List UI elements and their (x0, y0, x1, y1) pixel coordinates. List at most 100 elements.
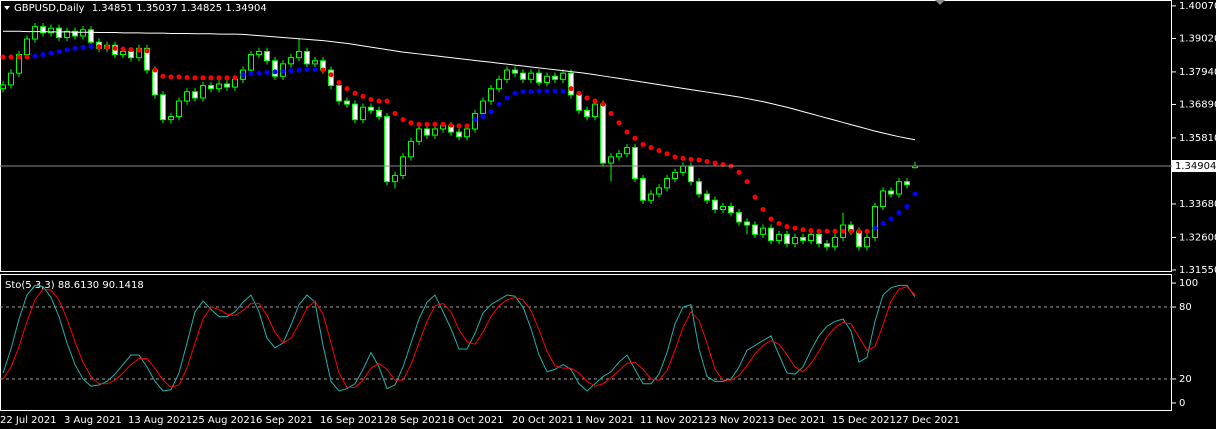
candle-body (816, 233, 822, 245)
candle-body (640, 178, 646, 201)
candle-body (0, 84, 6, 90)
candle-body (288, 57, 294, 65)
trend-dot (448, 122, 454, 128)
trend-dot (696, 157, 702, 163)
trend-dot (888, 216, 894, 222)
trend-dot (560, 88, 566, 94)
trend-dot (88, 43, 94, 49)
candle-body (480, 100, 486, 114)
trend-dot (688, 156, 694, 162)
y-tick-label: 100 (1179, 278, 1198, 289)
candle-body (600, 103, 606, 164)
stoch-title: Sto(5,3,3) 88.6130 90.1418 (5, 280, 144, 291)
candle-body (56, 27, 62, 39)
candle-body (88, 29, 94, 43)
candle-body (408, 140, 414, 158)
trend-dot (464, 123, 470, 129)
trend-dot (40, 52, 46, 58)
trend-dot (512, 90, 518, 96)
candle-body (792, 236, 798, 245)
candle-body (584, 109, 590, 118)
trend-dot (784, 224, 790, 230)
last-low: 1.34825 (181, 3, 222, 14)
stochastic-line (2, 286, 916, 388)
candle-body (864, 236, 870, 248)
candle-body (152, 69, 158, 96)
candle-body (520, 72, 526, 80)
candle-body (752, 224, 758, 235)
trend-dot (312, 66, 318, 72)
trend-dot (760, 207, 766, 213)
trend-dot (824, 228, 830, 234)
trend-dot (456, 123, 462, 129)
trend-dot (848, 228, 854, 234)
trend-dot (744, 179, 750, 185)
trend-dot (272, 69, 278, 75)
trend-dot (216, 75, 222, 81)
trend-dot (808, 228, 814, 234)
trend-dot (376, 98, 382, 104)
trend-dot (832, 228, 838, 234)
trend-dot (768, 216, 774, 222)
y-tick-label: 1.32600 (1179, 232, 1216, 243)
trend-dot (144, 48, 150, 54)
trend-dot (736, 169, 742, 175)
trend-dot (288, 68, 294, 74)
x-tick-label: 15 Dec 2021 (832, 415, 896, 426)
trend-dot (648, 145, 654, 151)
trend-dot (472, 117, 478, 123)
y-tick-label: 0 (1179, 398, 1185, 409)
trend-dot (248, 71, 254, 77)
candle-body (80, 29, 86, 37)
trend-dot (416, 121, 422, 127)
stoch-panel-frame (0, 274, 1172, 411)
trend-dot (504, 95, 510, 101)
x-tick-label: 27 Dec 2021 (896, 415, 960, 426)
candle-body (528, 72, 534, 80)
trend-dot (0, 54, 6, 60)
candle-body (232, 78, 238, 88)
y-tick-label: 1.40070 (1179, 1, 1216, 12)
symbol: GBPUSD,Daily (14, 3, 85, 14)
trend-dot (880, 220, 886, 226)
candle-body (272, 60, 278, 77)
x-tick-label: 23 Nov 2021 (704, 415, 768, 426)
trend-dot (440, 121, 446, 127)
candle-body (464, 128, 470, 138)
candle-body (680, 165, 686, 173)
trend-dot (664, 151, 670, 157)
candle-body (120, 50, 126, 56)
trend-dot (360, 93, 366, 99)
candle-body (32, 26, 38, 40)
candle-body (504, 69, 510, 80)
candle-body (192, 91, 198, 99)
candle-body (576, 94, 582, 111)
candle-body (256, 50, 262, 56)
trend-dot (576, 90, 582, 96)
candle-body (488, 88, 494, 102)
trend-dot (392, 110, 398, 116)
trend-dot (344, 86, 350, 92)
x-tick-label: 6 Sep 2021 (256, 415, 313, 426)
trend-dot (552, 88, 558, 94)
trend-dot (536, 88, 542, 94)
trend-dot (120, 46, 126, 52)
trend-dot (176, 74, 182, 80)
trend-dot (872, 225, 878, 231)
trend-dot (776, 220, 782, 226)
trend-dot (96, 44, 102, 50)
x-tick-label: 1 Nov 2021 (576, 415, 634, 426)
trend-dot (904, 203, 910, 209)
trend-dot (432, 121, 438, 127)
trend-dot (856, 228, 862, 234)
candle-body (208, 85, 214, 90)
candle-body (384, 116, 390, 183)
x-tick-label: 25 Aug 2021 (192, 415, 256, 426)
trend-dot (72, 45, 78, 51)
trend-dot (168, 74, 174, 80)
candle-body (736, 212, 742, 223)
trend-dot (672, 154, 678, 160)
candle-body (48, 27, 54, 34)
